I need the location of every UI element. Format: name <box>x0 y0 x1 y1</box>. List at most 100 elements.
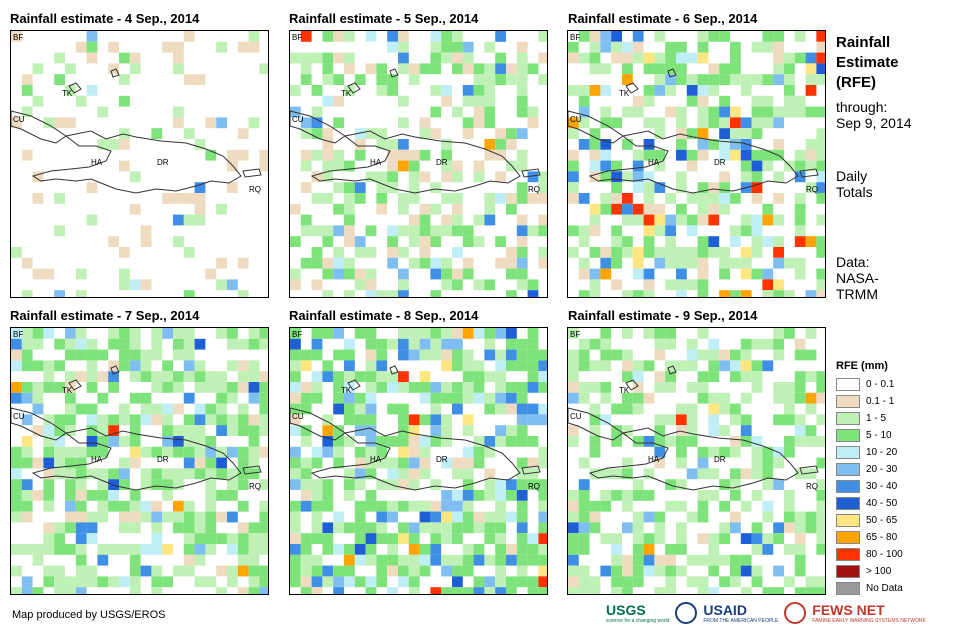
rainfall-cell <box>773 479 784 490</box>
rainfall-cell <box>344 225 355 237</box>
rainfall-cell <box>632 533 644 544</box>
rainfall-cell <box>600 533 612 544</box>
rainfall-cell <box>387 565 398 577</box>
rainfall-cell <box>697 511 709 523</box>
coastline <box>347 379 361 391</box>
rainfall-cell <box>516 436 528 447</box>
rainfall-cell <box>452 247 463 258</box>
rainfall-cell <box>151 479 163 490</box>
rainfall-cell <box>119 349 130 361</box>
rainfall-cell <box>408 554 420 566</box>
rainfall-cell <box>398 268 409 280</box>
rainfall-cell <box>86 52 98 64</box>
rainfall-cell <box>119 468 130 480</box>
rainfall-cell <box>578 511 590 523</box>
place-label-ha: HA <box>648 455 660 464</box>
rainfall-cell <box>473 117 485 129</box>
rainfall-raster <box>290 31 547 297</box>
rainfall-cell <box>21 349 33 361</box>
rainfall-cell <box>376 554 388 566</box>
rainfall-cell <box>237 338 249 350</box>
rainfall-cell <box>75 479 87 490</box>
rainfall-cell <box>86 182 98 193</box>
rainfall-map-2: BF CU HA DR RQ TK <box>289 30 548 298</box>
rainfall-cell <box>333 457 344 469</box>
rainfall-cell <box>516 149 528 161</box>
rainfall-cell <box>300 500 312 512</box>
rainfall-cell <box>643 214 655 226</box>
rainfall-cell <box>173 565 184 577</box>
legend-swatch <box>836 582 860 595</box>
rainfall-cell <box>676 128 687 139</box>
rainfall-cell <box>354 446 366 458</box>
rainfall-cell <box>538 349 547 361</box>
rainfall-cell <box>237 479 249 490</box>
rainfall-cell <box>473 511 485 523</box>
rainfall-cell <box>441 500 452 512</box>
rainfall-cell <box>322 171 334 183</box>
rainfall-cell <box>344 544 355 555</box>
rainfall-cell <box>408 565 420 577</box>
rainfall-cell <box>86 425 98 436</box>
rainfall-cell <box>162 41 173 53</box>
rainfall-cell <box>578 338 590 350</box>
rainfall-cell <box>333 203 344 215</box>
rainfall-cell <box>462 95 474 107</box>
rainfall-cell <box>462 117 474 129</box>
rainfall-cell <box>54 533 65 544</box>
rainfall-cell <box>151 522 163 534</box>
rainfall-cell <box>119 160 130 172</box>
rainfall-cell <box>430 328 442 339</box>
rainfall-cell <box>398 382 409 393</box>
rainfall-cell <box>589 214 601 226</box>
rainfall-cell <box>322 160 334 172</box>
rainfall-cell <box>408 328 420 339</box>
rainfall-cell <box>387 533 398 544</box>
rainfall-cell <box>140 225 152 237</box>
rainfall-cell <box>354 479 366 490</box>
legend-swatch <box>836 514 860 527</box>
coastline <box>667 365 677 375</box>
rainfall-cell <box>290 425 301 436</box>
rainfall-cell <box>794 544 806 555</box>
rainfall-cell <box>183 565 195 577</box>
rainfall-cell <box>762 236 774 247</box>
rainfall-cell <box>740 160 752 172</box>
place-label-bf: BF <box>13 330 24 339</box>
rainfall-cell <box>119 268 130 280</box>
rainfall-cell <box>194 182 206 193</box>
rainfall-cell <box>611 425 622 436</box>
rainfall-cell <box>151 371 163 382</box>
rainfall-cell <box>462 63 474 75</box>
rainfall-cell <box>751 95 763 107</box>
legend-label: 0 - 0.1 <box>866 379 895 390</box>
rainfall-cell <box>11 328 22 339</box>
rainfall-cell <box>398 565 409 577</box>
rainfall-cell <box>32 360 44 372</box>
rainfall-cell <box>816 371 825 382</box>
rainfall-cell <box>816 500 825 512</box>
rainfall-cell <box>611 403 622 415</box>
rainfall-cell <box>452 268 463 280</box>
rainfall-cell <box>398 149 409 161</box>
side-through-date: Sep 9, 2014 <box>836 115 912 131</box>
rainfall-cell <box>290 522 301 534</box>
rainfall-cell <box>97 500 109 512</box>
rainfall-cell <box>495 328 506 339</box>
rainfall-cell <box>151 533 163 544</box>
rainfall-cell <box>452 468 463 480</box>
rainfall-cell <box>11 360 22 372</box>
rainfall-cell <box>237 128 249 139</box>
rainfall-cell <box>43 446 55 458</box>
rainfall-cell <box>568 328 579 339</box>
rainfall-cell <box>387 587 398 594</box>
place-label-ha: HA <box>91 158 103 167</box>
rainfall-cell <box>697 290 709 297</box>
rainfall-cell <box>697 490 709 501</box>
rainfall-cell <box>452 392 463 404</box>
rainfall-cell <box>290 279 301 291</box>
rainfall-cell <box>75 403 87 415</box>
rainfall-cell <box>430 203 442 215</box>
rainfall-cell <box>441 160 452 172</box>
rainfall-cell <box>237 468 249 480</box>
